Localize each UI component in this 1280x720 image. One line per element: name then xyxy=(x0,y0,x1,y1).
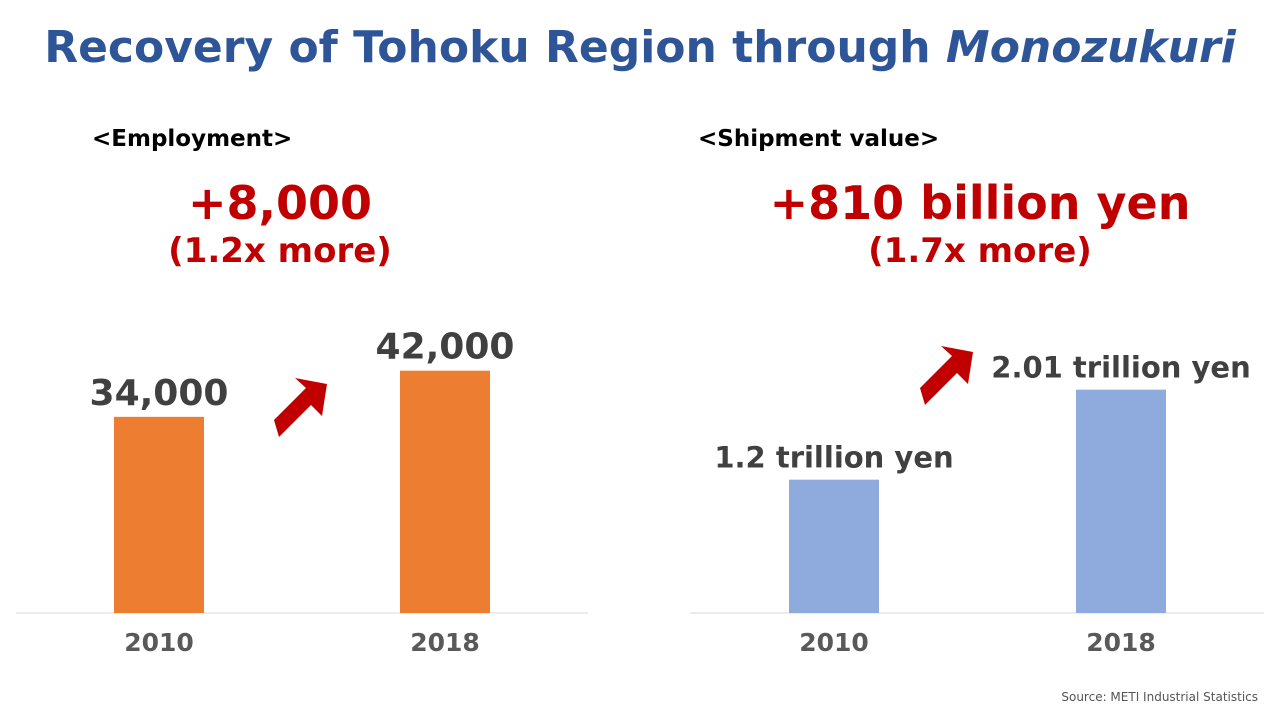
employment-section-label: <Employment> xyxy=(92,126,293,152)
shipment-tick-label-2018: 2018 xyxy=(1086,628,1156,657)
employment-arrow-icon xyxy=(274,378,327,437)
employment-tick-label-2018: 2018 xyxy=(410,628,480,657)
shipment-change: +810 billion yen xyxy=(769,176,1191,230)
employment-bar-2010 xyxy=(114,416,204,613)
shipment-section-label: <Shipment value> xyxy=(698,126,940,152)
employment-ratio: (1.2x more) xyxy=(168,231,392,271)
employment-tick-label-2010: 2010 xyxy=(124,628,194,657)
shipment-bar-2010 xyxy=(789,479,879,613)
shipment-data-label-2018: 2.01 trillion yen xyxy=(991,351,1250,385)
employment-bar-2018 xyxy=(400,370,490,613)
shipment-arrow-icon xyxy=(920,346,973,405)
source-note: Source: METI Industrial Statistics xyxy=(1061,690,1258,704)
page-title: Recovery of Tohoku Region through Monozu… xyxy=(0,22,1280,73)
shipment-bar-2018 xyxy=(1076,389,1166,613)
title-main: Recovery of Tohoku Region through xyxy=(44,22,931,73)
employment-headline: +8,000 (1.2x more) xyxy=(100,176,460,272)
employment-change: +8,000 xyxy=(187,176,373,230)
employment-data-label-2018: 42,000 xyxy=(376,327,515,368)
shipment-headline: +810 billion yen (1.7x more) xyxy=(740,176,1220,272)
shipment-ratio: (1.7x more) xyxy=(868,231,1092,271)
shipment-data-label-2010: 1.2 trillion yen xyxy=(714,441,953,475)
title-italic: Monozukuri xyxy=(945,22,1236,73)
shipment-tick-label-2010: 2010 xyxy=(799,628,869,657)
employment-data-label-2010: 34,000 xyxy=(90,373,229,414)
